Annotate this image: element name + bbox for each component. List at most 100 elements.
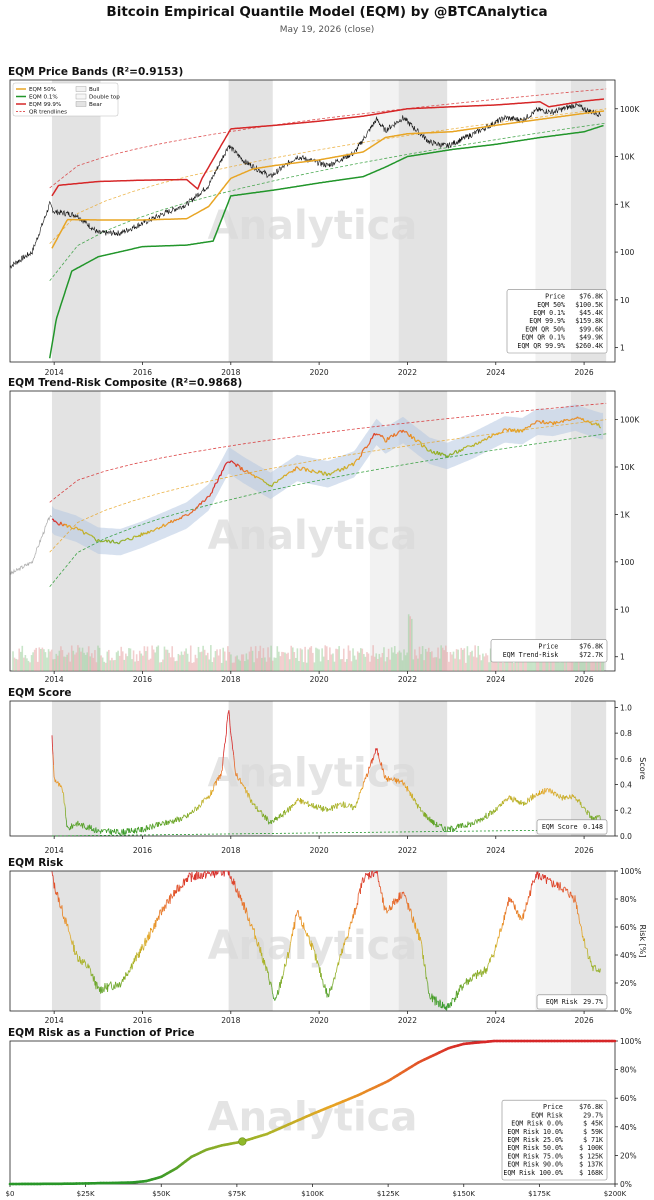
page-title: Bitcoin Empirical Quantile Model (EQM) b… [106, 4, 548, 20]
score-segment [561, 795, 564, 801]
volume-bar [267, 647, 269, 671]
volume-bar [86, 652, 88, 671]
x-tick-label: 2026 [575, 846, 594, 855]
volume-bar [475, 657, 478, 671]
volume-bar [423, 660, 425, 671]
score-segment [433, 820, 435, 825]
score-segment [459, 823, 461, 828]
score-segment [500, 804, 503, 807]
risk-segment [51, 871, 53, 876]
score-segment [194, 806, 196, 812]
score-segment [566, 795, 568, 797]
volume-bar [271, 660, 274, 671]
volume-bar [206, 652, 209, 671]
trend-risk-segment [188, 512, 191, 516]
risk-segment [214, 870, 216, 878]
trend-risk-segment [66, 525, 70, 528]
risk-segment [151, 928, 153, 931]
score-segment [194, 806, 196, 808]
risk-segment [385, 907, 388, 914]
risk-segment [269, 982, 271, 985]
trend-risk-segment [570, 418, 573, 421]
trend-risk-segment [462, 447, 465, 451]
score-segment [319, 807, 321, 809]
risk-segment [121, 981, 123, 984]
score-segment [176, 816, 178, 822]
score-segment [418, 806, 420, 808]
trend-risk-segment [398, 430, 401, 433]
risk-segment [421, 944, 423, 951]
trend-risk-segment [456, 452, 459, 454]
volume-bar [437, 647, 439, 671]
x-tick-label: 2026 [575, 368, 594, 377]
x-tick-label: 2014 [45, 846, 64, 855]
legend-label: Bull [89, 87, 100, 93]
score-segment [297, 797, 299, 800]
risk-segment [112, 988, 114, 991]
risk-segment [400, 897, 403, 899]
score-segment [229, 716, 231, 726]
volume-bar [580, 657, 583, 671]
score-segment [121, 829, 123, 832]
risk-segment [439, 999, 441, 1002]
x-tick-label: 2014 [45, 675, 64, 684]
volume-bar [397, 652, 399, 671]
risk-segment [438, 1006, 440, 1008]
volume-bar [344, 661, 347, 671]
trend-risk-segment [236, 463, 239, 466]
risk-segment [538, 874, 540, 880]
trend-risk-segment [348, 463, 351, 466]
score-segment [77, 820, 79, 826]
x-tick-label: 2016 [133, 846, 152, 855]
risk-segment [189, 873, 192, 876]
score-segment [333, 804, 335, 806]
score-segment [325, 806, 327, 810]
score-segment [502, 800, 504, 804]
score-segment [416, 802, 418, 806]
risk-segment [328, 995, 330, 998]
trend-risk-segment [536, 420, 538, 422]
risk-segment [413, 920, 415, 925]
score-segment [497, 805, 500, 807]
volume-bar [60, 646, 62, 671]
risk-segment [429, 996, 431, 1000]
volume-bar [142, 655, 144, 671]
trend-risk-segment [307, 469, 310, 472]
risk-segment [311, 942, 313, 951]
trend-risk-segment [296, 466, 299, 469]
risk-segment [546, 879, 548, 884]
volume-bar [460, 647, 463, 671]
volume-bar [208, 659, 211, 671]
risk-segment [446, 1005, 448, 1011]
risk-segment [69, 934, 71, 937]
score-segment [287, 810, 290, 813]
trend-risk-segment [489, 436, 492, 439]
trend-risk-segment [241, 467, 244, 471]
risk-segment [562, 887, 565, 893]
risk-segment [524, 909, 527, 912]
score-segment [81, 823, 83, 825]
risk-segment [188, 872, 191, 874]
score-segment [426, 814, 428, 817]
trend-risk-segment [346, 466, 349, 469]
risk-segment [241, 898, 243, 906]
trend-risk-segment [271, 484, 274, 488]
risk-segment [405, 895, 407, 898]
volume-bar [364, 656, 367, 671]
x-tick-label: 2020 [310, 1016, 329, 1025]
trend-risk-segment [382, 436, 385, 440]
x-tick-label: 2022 [398, 846, 417, 855]
risk-segment [428, 993, 431, 997]
volume-bar [63, 656, 65, 671]
trend-risk-segment [98, 540, 101, 543]
score-segment [205, 797, 208, 800]
trend-risk-segment [526, 426, 529, 429]
score-segment [495, 806, 497, 811]
score-segment [108, 828, 110, 833]
risk-segment [353, 911, 355, 919]
volume-bar [372, 645, 374, 671]
risk-segment [52, 875, 54, 882]
volume-bar [274, 657, 277, 671]
risk-segment [574, 895, 576, 902]
risk-segment [256, 938, 258, 945]
